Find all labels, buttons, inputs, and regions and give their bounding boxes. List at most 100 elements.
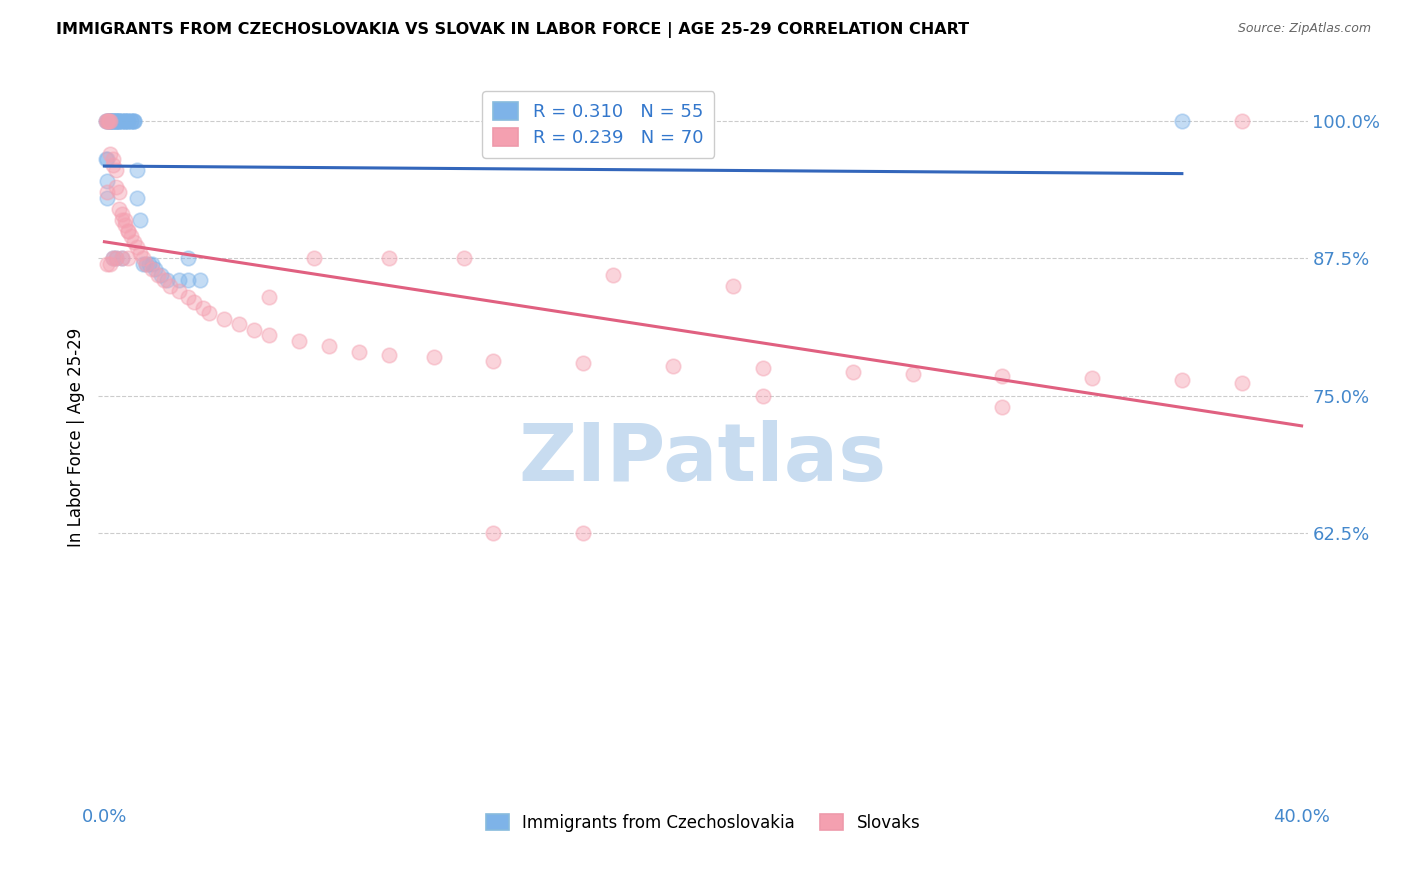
Point (108, 113, 131, 128)
Point (97, 113, 120, 128)
Point (100, 113, 122, 128)
Point (100, 113, 122, 128)
Point (991, 369, 1014, 384)
Point (97, 113, 120, 128)
Point (111, 212, 134, 227)
Point (193, 301, 215, 315)
Point (132, 252, 155, 266)
Point (103, 113, 125, 128)
Point (112, 113, 135, 128)
Point (1230, 376, 1253, 390)
Point (114, 212, 136, 227)
Point (108, 113, 131, 128)
Point (141, 257, 163, 271)
Point (100, 113, 122, 128)
Point (103, 153, 125, 167)
Point (103, 113, 125, 128)
Point (177, 273, 200, 287)
Point (662, 359, 685, 373)
Point (108, 113, 131, 128)
Point (302, 252, 325, 266)
Point (129, 212, 152, 227)
Point (111, 113, 134, 128)
Point (167, 273, 190, 287)
Point (105, 252, 128, 266)
Point (422, 351, 444, 365)
Point (120, 113, 142, 128)
Point (177, 252, 200, 266)
Y-axis label: In Labor Force | Age 25-29: In Labor Force | Age 25-29 (67, 327, 86, 547)
Point (108, 186, 131, 200)
Point (143, 262, 166, 277)
Point (100, 257, 122, 271)
Point (148, 268, 170, 282)
Point (129, 245, 152, 260)
Point (98, 113, 121, 128)
Point (183, 295, 205, 310)
Text: Source: ZipAtlas.com: Source: ZipAtlas.com (1237, 22, 1371, 36)
Point (111, 113, 134, 128)
Point (482, 353, 505, 368)
Point (135, 257, 157, 271)
Point (105, 252, 128, 266)
Point (288, 334, 311, 348)
Point (1230, 113, 1253, 128)
Text: ZIPatlas: ZIPatlas (519, 420, 887, 498)
Point (103, 113, 125, 128)
Point (141, 262, 163, 277)
Point (243, 323, 266, 337)
Point (100, 146, 122, 161)
Point (105, 113, 128, 128)
Legend: Immigrants from Czechoslovakia, Slovaks: Immigrants from Czechoslovakia, Slovaks (479, 807, 927, 838)
Point (103, 252, 125, 266)
Point (103, 158, 125, 172)
Point (121, 113, 143, 128)
Point (96, 174, 118, 188)
Point (453, 252, 475, 266)
Point (153, 273, 176, 287)
Point (94, 113, 117, 128)
Point (101, 113, 124, 128)
Point (127, 240, 149, 254)
Point (111, 207, 134, 221)
Point (114, 113, 136, 128)
Point (167, 285, 190, 299)
Point (159, 278, 181, 293)
Point (572, 356, 595, 370)
Point (97, 113, 120, 128)
Point (257, 328, 280, 343)
Point (127, 191, 149, 205)
Point (117, 224, 139, 238)
Point (108, 202, 131, 216)
Point (105, 113, 128, 128)
Point (96, 191, 118, 205)
Point (482, 526, 505, 541)
Point (97, 113, 120, 128)
Point (117, 224, 139, 238)
Point (94, 113, 117, 128)
Point (104, 113, 127, 128)
Point (96, 113, 118, 128)
Point (318, 339, 340, 353)
Point (120, 113, 142, 128)
Point (377, 348, 399, 362)
Point (114, 113, 136, 128)
Point (347, 344, 370, 359)
Point (103, 252, 125, 266)
Point (96, 186, 118, 200)
Point (841, 365, 863, 379)
Point (105, 113, 128, 128)
Point (188, 273, 211, 287)
Point (111, 252, 134, 266)
Point (124, 235, 146, 249)
Point (117, 113, 139, 128)
Point (114, 219, 136, 233)
Point (752, 389, 775, 403)
Point (1171, 113, 1194, 128)
Point (107, 113, 129, 128)
Point (377, 252, 399, 266)
Point (156, 273, 179, 287)
Point (111, 252, 134, 266)
Text: IMMIGRANTS FROM CZECHOSLOVAKIA VS SLOVAK IN LABOR FORCE | AGE 25-29 CORRELATION : IMMIGRANTS FROM CZECHOSLOVAKIA VS SLOVAK… (56, 22, 969, 38)
Point (901, 367, 924, 381)
